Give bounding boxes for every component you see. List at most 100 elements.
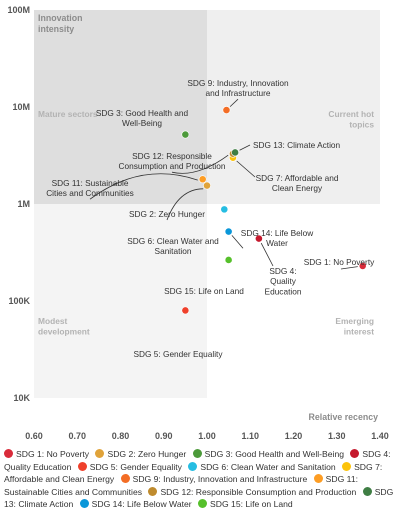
label-sdg-6: SDG 6: Clean Water and [127, 236, 219, 246]
legend-label: SDG 6: Clean Water and Sanitation [200, 461, 336, 472]
legend-item: SDG 14: Life Below Water [79, 499, 192, 510]
label-sdg-5: SDG 5: Gender Equality [133, 349, 223, 359]
point-sdg-11 [198, 175, 207, 184]
legend-label: SDG 14: Life Below Water [91, 499, 192, 510]
point-sdg-15 [224, 256, 233, 264]
legend-item: SDG 5: Gender Equality [77, 461, 182, 472]
legend-item: SDG 13: Climate Action [4, 486, 394, 510]
y-tick-label: 100K [8, 296, 30, 306]
legend-item: SDG 6: Clean Water and Sanitation [188, 461, 336, 472]
legend-label: SDG 1: No Poverty [16, 449, 90, 459]
connector-sdg-4 [260, 242, 274, 267]
legend-label: SDG 4: Quality Education [4, 449, 391, 472]
connector-sdg-11 [89, 173, 198, 200]
label-sdg-11-line: Cities and Communities [46, 188, 134, 198]
quadrant-bottom-right [207, 204, 380, 398]
legend-label: SDG 11: Sustainable Cities and Communiti… [4, 474, 358, 497]
label-sdg-12-line: Consumption and Production [118, 161, 225, 171]
x-tick-label: 0.60 [25, 431, 43, 441]
label-sdg-1: SDG 1: No Poverty [304, 257, 375, 267]
quadrant-label-emerging-interest-line: interest [344, 327, 374, 337]
quadrant-label-modest-development-line: development [38, 327, 90, 337]
legend-item: SDG 9: Industry, Innovation and Infrastr… [120, 474, 308, 485]
legend-label: SDG 7: Affordable and Clean Energy [4, 461, 383, 485]
data-points [181, 106, 367, 315]
label-sdg-3: SDG 3: Good Health and [96, 108, 189, 118]
x-tick-label: 1.30 [328, 431, 346, 441]
label-sdg-4-line: Quality [270, 276, 297, 286]
connector-sdg-2 [166, 188, 204, 221]
legend-marker [342, 461, 352, 471]
point-sdg-5 [181, 306, 190, 315]
connector-sdg-1 [340, 266, 358, 270]
legend-marker [77, 461, 87, 471]
quadrant-label-modest-development: Modest [38, 316, 68, 326]
quadrant-label-emerging-interest: Emerging [335, 316, 374, 326]
point-sdg-13 [231, 148, 240, 157]
axes: 10K 100K 1M 10M 100M 0.60 0.70 0.80 0.90 1.00 1.10… [7, 5, 388, 441]
quadrant-label-current-hot-topics-line: topics [349, 120, 374, 130]
label-sdg-6-line: Sanitation [155, 246, 192, 256]
quadrant-backgrounds [34, 10, 380, 398]
legend-item: SDG 2: Zero Hunger [95, 449, 186, 459]
label-sdg-11: SDG 11: Sustainable [52, 178, 129, 188]
legend-item: SDG 12: Responsible Consumption and Prod… [148, 486, 357, 497]
quadrant-top-right [207, 10, 380, 204]
connector-sdg-7 [236, 160, 256, 178]
legend-marker [192, 449, 202, 458]
legend-label: SDG 15: Life on Land [210, 499, 293, 510]
quadrant-label-mature-sectors: Mature sectors [38, 109, 98, 119]
legend-marker [120, 474, 130, 484]
quadrant-bottom-left [34, 204, 207, 398]
legend-label: SDG 9: Industry, Innovation and Infrastr… [132, 474, 308, 485]
legend-marker [4, 449, 13, 458]
connector-sdg-12 [171, 154, 229, 174]
label-connectors [89, 98, 358, 270]
label-sdg-13: SDG 13: Climate Action [253, 140, 341, 150]
point-sdg-4 [254, 234, 263, 243]
label-sdg-15: SDG 15: Life on Land [164, 286, 244, 296]
point-sdg-2 [203, 181, 211, 190]
legend-marker [148, 486, 158, 496]
x-tick-label: 1.20 [285, 431, 303, 441]
connector-sdg-13 [239, 144, 251, 151]
label-sdg-3-line: Well-Being [122, 118, 162, 128]
y-tick-label: 10M [12, 102, 30, 112]
legend-item: SDG 3: Good Health and Well-Being [192, 449, 344, 459]
point-sdg-3 [181, 130, 190, 139]
label-sdg-7: SDG 7: Affordable and [256, 173, 339, 183]
label-sdg-9-line: and Infrastructure [205, 88, 270, 98]
legend-label: SDG 12: Responsible Consumption and Prod… [160, 486, 357, 497]
legend-marker [95, 449, 105, 458]
point-sdg-9 [222, 106, 231, 114]
x-tick-label: 0.80 [112, 431, 130, 441]
y-tick-label: 100M [7, 5, 30, 15]
legend-label: SDG 3: Good Health and Well-Being [204, 449, 344, 459]
y-axis-title: Innovation [38, 13, 82, 23]
y-axis-title-line: intensity [38, 24, 74, 34]
y-tick-label: 10K [13, 393, 30, 403]
legend-marker [79, 499, 89, 509]
legend-item: SDG 11: Sustainable Cities and Communiti… [4, 474, 358, 497]
legend-marker [350, 449, 360, 458]
label-sdg-4: SDG 4: [269, 266, 296, 276]
quadrant-label-current-hot-topics: Current hot [328, 109, 374, 119]
label-sdg-7-line: Clean Energy [272, 183, 323, 193]
legend-marker [188, 461, 198, 471]
connector-sdg-14 [231, 235, 244, 249]
legend-label: SDG 2: Zero Hunger [107, 449, 187, 459]
label-sdg-14-line: Water [266, 238, 288, 248]
x-tick-label: 0.70 [68, 431, 86, 441]
label-sdg-12: SDG 12: Responsible [132, 151, 212, 161]
label-sdg-9: SDG 9: Industry, Innovation [187, 78, 289, 88]
legend-marker [313, 474, 323, 484]
x-tick-label: 1.10 [241, 431, 259, 441]
legend-item: SDG 4: Quality Education [4, 449, 391, 472]
legend-item: SDG 15: Life on Land [198, 499, 293, 509]
x-tick-label: 1.40 [371, 431, 389, 441]
point-sdg-1 [358, 262, 367, 270]
x-axis-title: Relative recency [309, 412, 379, 422]
legend-label: SDG 13: Climate Action [4, 486, 394, 510]
